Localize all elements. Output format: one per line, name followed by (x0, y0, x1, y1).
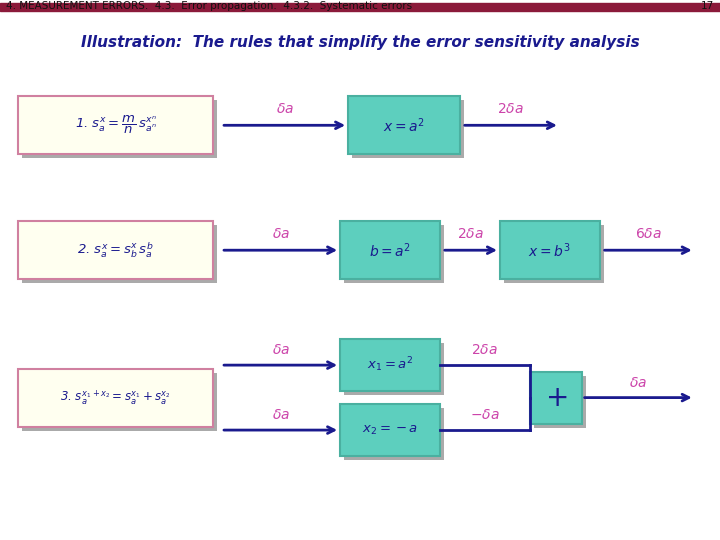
Text: 1. $s^x_a = \dfrac{m}{n}\,s^{x^n}_{a^n}$: 1. $s^x_a = \dfrac{m}{n}\,s^{x^n}_{a^n}$ (75, 114, 157, 137)
FancyBboxPatch shape (340, 221, 440, 279)
FancyBboxPatch shape (344, 343, 444, 395)
FancyBboxPatch shape (22, 225, 217, 283)
FancyBboxPatch shape (344, 408, 444, 460)
Text: $\delta a$: $\delta a$ (629, 376, 647, 390)
Text: $\delta a$: $\delta a$ (271, 227, 289, 241)
Text: $x_2 = -a$: $x_2 = -a$ (362, 423, 418, 437)
FancyBboxPatch shape (18, 221, 213, 279)
Text: 2. $s^x_a = s^x_b\, s^b_a$: 2. $s^x_a = s^x_b\, s^b_a$ (77, 240, 154, 260)
Text: $+$: $+$ (544, 383, 567, 411)
Text: $2\delta a$: $2\delta a$ (457, 227, 485, 241)
Text: $x_1 = a^2$: $x_1 = a^2$ (366, 356, 413, 374)
FancyBboxPatch shape (18, 96, 213, 154)
Text: $b = a^2$: $b = a^2$ (369, 241, 411, 260)
Text: Illustration:  The rules that simplify the error sensitivity analysis: Illustration: The rules that simplify th… (81, 35, 639, 50)
Text: $x = a^2$: $x = a^2$ (383, 116, 425, 134)
FancyBboxPatch shape (18, 369, 213, 427)
Text: $6\delta a$: $6\delta a$ (635, 227, 662, 241)
FancyBboxPatch shape (22, 100, 217, 158)
Text: 3. $s^{x_1+x_2}_a = s^{x_1}_a + s^{x_2}_a$: 3. $s^{x_1+x_2}_a = s^{x_1}_a + s^{x_2}_… (60, 388, 171, 407)
FancyBboxPatch shape (530, 372, 582, 423)
Text: $\delta a$: $\delta a$ (271, 343, 289, 357)
Text: $-\delta a$: $-\delta a$ (470, 408, 500, 422)
FancyBboxPatch shape (534, 376, 586, 428)
FancyBboxPatch shape (340, 404, 440, 456)
FancyBboxPatch shape (348, 96, 460, 154)
Bar (1, 3, 719, 11)
FancyBboxPatch shape (344, 225, 444, 283)
Text: $x = b^3$: $x = b^3$ (528, 241, 571, 260)
Text: $\delta a$: $\delta a$ (271, 408, 289, 422)
FancyBboxPatch shape (352, 100, 464, 158)
FancyBboxPatch shape (504, 225, 604, 283)
Text: $\delta a$: $\delta a$ (276, 102, 294, 116)
Text: $2\delta a$: $2\delta a$ (472, 343, 498, 357)
FancyBboxPatch shape (340, 339, 440, 391)
FancyBboxPatch shape (22, 373, 217, 430)
Text: 4. MEASUREMENT ERRORS.  4.3.  Error propagation.  4.3.2.  Systematic errors: 4. MEASUREMENT ERRORS. 4.3. Error propag… (6, 2, 413, 11)
Text: 17: 17 (701, 2, 714, 11)
Text: $2\delta a$: $2\delta a$ (498, 102, 524, 116)
FancyBboxPatch shape (500, 221, 600, 279)
